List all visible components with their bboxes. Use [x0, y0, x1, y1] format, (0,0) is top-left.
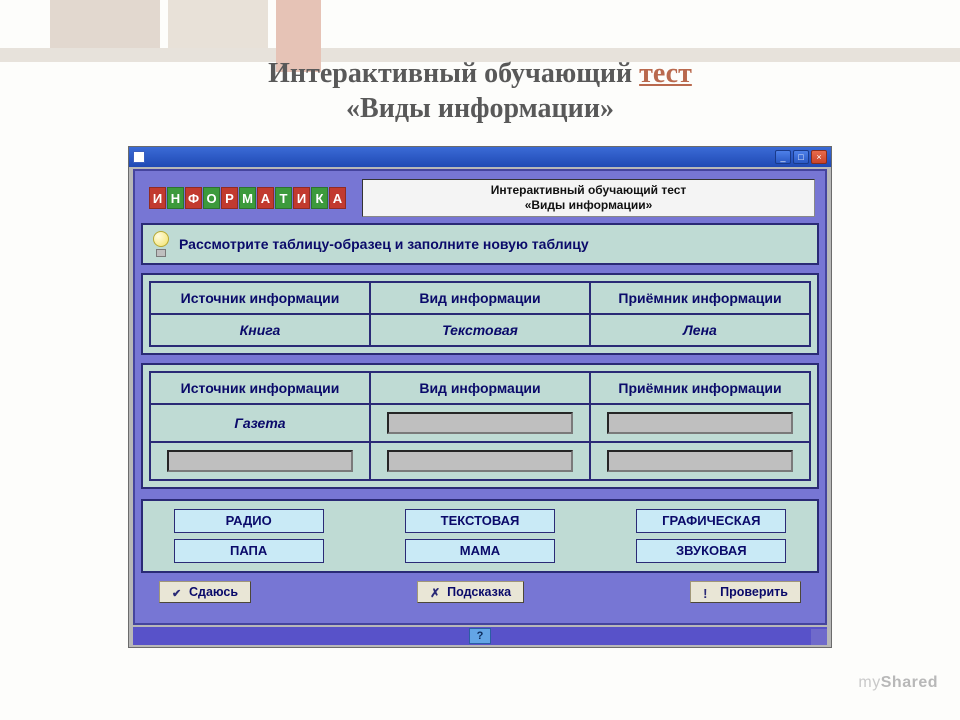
slide-title: Интерактивный обучающий тест «Виды инфор… [0, 56, 960, 126]
app-window: _ □ × ИНФОРМАТИКА Интерактивный обучающи… [128, 146, 832, 648]
logo-letter: И [149, 187, 166, 209]
example-receiver: Лена [590, 314, 810, 346]
instruction-bar: Рассмотрите таблицу-образец и заполните … [141, 223, 819, 265]
table-row [150, 442, 810, 480]
col-header-receiver: Приёмник информации [590, 372, 810, 404]
drop-slot[interactable] [607, 412, 792, 434]
logo-letter: Ф [185, 187, 202, 209]
x-icon [430, 586, 442, 598]
watermark-a: my [858, 674, 880, 691]
header-caption: Интерактивный обучающий тест «Виды инфор… [362, 179, 815, 217]
draggable-word[interactable]: ПАПА [174, 539, 324, 563]
work-table: Источник информации Вид информации Приём… [149, 371, 811, 481]
logo-letter: Р [221, 187, 238, 209]
drop-slot[interactable] [167, 450, 352, 472]
header-caption-line2: «Виды информации» [525, 198, 653, 212]
col-header-source: Источник информации [150, 372, 370, 404]
slide-title-link[interactable]: тест [639, 58, 692, 89]
maximize-button[interactable]: □ [793, 150, 809, 164]
app-icon [133, 151, 145, 163]
example-table: Источник информации Вид информации Приём… [149, 281, 811, 347]
draggable-word[interactable]: МАМА [405, 539, 555, 563]
help-button[interactable]: ? [469, 628, 491, 644]
slide-subtitle: «Виды информации» [346, 93, 614, 124]
drop-slot[interactable] [607, 450, 792, 472]
table-row: Газета [150, 404, 810, 442]
col-header-source: Источник информации [150, 282, 370, 314]
draggable-word[interactable]: РАДИО [174, 509, 324, 533]
example-kind: Текстовая [370, 314, 590, 346]
drop-slot[interactable] [387, 412, 572, 434]
logo-letter: Н [167, 187, 184, 209]
close-button[interactable]: × [811, 150, 827, 164]
check-icon [172, 586, 184, 598]
check-label: Проверить [720, 585, 788, 599]
col-header-receiver: Приёмник информации [590, 282, 810, 314]
logo-letter: Т [275, 187, 292, 209]
drop-slot[interactable] [387, 450, 572, 472]
logo-letter: К [311, 187, 328, 209]
slide-decorative-bars [0, 0, 960, 48]
titlebar[interactable]: _ □ × [129, 147, 831, 167]
minimize-button[interactable]: _ [775, 150, 791, 164]
hint-button[interactable]: Подсказка [417, 581, 524, 603]
watermark: myShared [858, 674, 938, 692]
giveup-button[interactable]: Сдаюсь [159, 581, 251, 603]
draggable-word[interactable]: ГРАФИЧЕСКАЯ [636, 509, 786, 533]
exclamation-icon [703, 586, 715, 598]
logo-letter: М [239, 187, 256, 209]
example-table-panel: Источник информации Вид информации Приём… [141, 273, 819, 355]
check-button[interactable]: Проверить [690, 581, 801, 603]
instruction-text: Рассмотрите таблицу-образец и заполните … [179, 236, 589, 252]
watermark-b: Shared [881, 674, 938, 691]
draggable-word[interactable]: ЗВУКОВАЯ [636, 539, 786, 563]
col-header-kind: Вид информации [370, 282, 590, 314]
resize-grip[interactable] [811, 629, 827, 645]
giveup-label: Сдаюсь [189, 585, 238, 599]
logo-letter: О [203, 187, 220, 209]
hint-label: Подсказка [447, 585, 511, 599]
logo-letter: А [329, 187, 346, 209]
logo-letter: И [293, 187, 310, 209]
statusbar: ? [133, 627, 827, 645]
slide-title-pre: Интерактивный обучающий [268, 58, 639, 89]
example-source: Книга [150, 314, 370, 346]
work-row1-source: Газета [150, 404, 370, 442]
app-logo: ИНФОРМАТИКА [145, 183, 350, 213]
col-header-kind: Вид информации [370, 372, 590, 404]
options-bar: РАДИО ТЕКСТОВАЯ ГРАФИЧЕСКАЯ ПАПА МАМА ЗВУКОВА… [141, 499, 819, 573]
lightbulb-icon [151, 231, 171, 257]
header-caption-line1: Интерактивный обучающий тест [491, 183, 687, 197]
logo-letter: А [257, 187, 274, 209]
draggable-word[interactable]: ТЕКСТОВАЯ [405, 509, 555, 533]
work-table-panel: Источник информации Вид информации Приём… [141, 363, 819, 489]
